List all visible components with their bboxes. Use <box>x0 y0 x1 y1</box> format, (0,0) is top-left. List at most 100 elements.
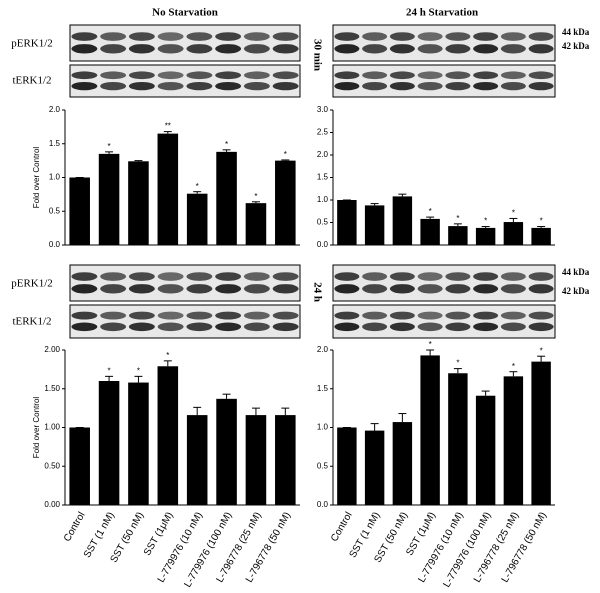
blot-band <box>417 81 443 91</box>
blot-band <box>528 284 554 294</box>
kda-label: 42 kDa <box>562 286 590 296</box>
blot-band <box>500 272 526 281</box>
blot-band <box>334 32 360 41</box>
blot-frame <box>69 64 301 98</box>
bar <box>364 430 385 505</box>
bar <box>420 218 440 245</box>
kda-label: 42 kDa <box>562 41 590 51</box>
blot-band <box>389 32 415 41</box>
blot-band <box>389 322 415 332</box>
blot-band <box>215 81 242 91</box>
blot-band <box>473 81 499 91</box>
y-tick-label: 2.00 <box>44 345 60 354</box>
blot-band <box>417 311 443 320</box>
blot-band <box>128 322 155 332</box>
blot-band <box>100 311 127 320</box>
blot-band <box>215 272 242 281</box>
blot-band <box>389 71 415 80</box>
blot-band <box>157 311 184 320</box>
y-axis-label: Fold over Control <box>32 397 41 459</box>
blot-band <box>473 32 499 41</box>
blot-band <box>389 81 415 91</box>
blot-frame <box>69 304 301 339</box>
significance-label: * <box>196 182 199 191</box>
blot-band <box>389 44 415 54</box>
bar <box>337 200 357 245</box>
significance-label: * <box>429 340 432 349</box>
blot-band <box>362 71 388 80</box>
y-tick-label: 3.0 <box>317 105 329 114</box>
blot-band <box>186 44 213 54</box>
blot-band <box>417 272 443 281</box>
blot-band <box>528 32 554 41</box>
y-tick-label: 0.00 <box>44 500 60 509</box>
bar <box>503 222 524 245</box>
bar <box>392 196 413 245</box>
blot-band <box>100 322 127 332</box>
blot-band <box>71 32 98 41</box>
blot-band <box>473 44 499 54</box>
blot-band <box>528 71 554 80</box>
blot-band <box>272 44 299 54</box>
blot-band <box>417 322 443 332</box>
blot-band <box>71 284 98 294</box>
blot-band <box>500 284 526 294</box>
bar <box>69 427 90 505</box>
y-tick-label: 1.50 <box>44 384 60 393</box>
blot-band <box>272 32 299 41</box>
column-header: No Starvation <box>152 7 218 19</box>
blot-band <box>157 81 184 91</box>
blot-band <box>186 311 213 320</box>
blot-band <box>157 284 184 294</box>
blot-band <box>500 81 526 91</box>
bar <box>475 227 496 245</box>
blot-band <box>71 44 98 54</box>
significance-label: * <box>540 346 543 355</box>
significance-label: * <box>512 209 515 218</box>
blot-band <box>186 284 213 294</box>
bar <box>337 427 357 505</box>
significance-label: ** <box>165 122 171 131</box>
bar <box>531 227 551 245</box>
blot-band <box>157 272 184 281</box>
bar <box>186 415 208 505</box>
blot-frame <box>332 64 556 98</box>
blot-band <box>100 44 127 54</box>
blot-band <box>243 284 270 294</box>
significance-label: * <box>225 140 228 149</box>
blot-band <box>362 81 388 91</box>
blot-band <box>445 71 471 80</box>
blot-label: pERK1/2 <box>11 278 53 290</box>
blot-band <box>389 311 415 320</box>
bar <box>420 355 440 505</box>
blot-band <box>500 322 526 332</box>
blot-band <box>243 32 270 41</box>
blot-band <box>473 284 499 294</box>
blot-band <box>389 272 415 281</box>
significance-label: * <box>512 362 515 371</box>
bar <box>69 177 90 245</box>
blot-band <box>500 32 526 41</box>
blot-band <box>417 32 443 41</box>
y-tick-label: 1.5 <box>49 139 61 148</box>
blot-band <box>243 311 270 320</box>
x-tick-label: SST (1μM) <box>142 510 176 557</box>
blot-band <box>100 284 127 294</box>
blot-band <box>157 71 184 80</box>
blot-band <box>100 81 127 91</box>
blot-band <box>362 44 388 54</box>
blot-band <box>334 44 360 54</box>
blot-band <box>128 284 155 294</box>
blot-band <box>500 44 526 54</box>
y-tick-label: 0.0 <box>49 240 61 249</box>
blot-band <box>389 284 415 294</box>
significance-label: * <box>484 217 487 226</box>
bar <box>157 133 179 245</box>
significance-label: * <box>137 366 140 375</box>
significance-label: * <box>540 217 543 226</box>
kda-label: 44 kDa <box>562 267 590 277</box>
kda-label: 44 kDa <box>562 27 590 37</box>
y-tick-label: 1.0 <box>317 195 329 204</box>
blot-band <box>272 284 299 294</box>
